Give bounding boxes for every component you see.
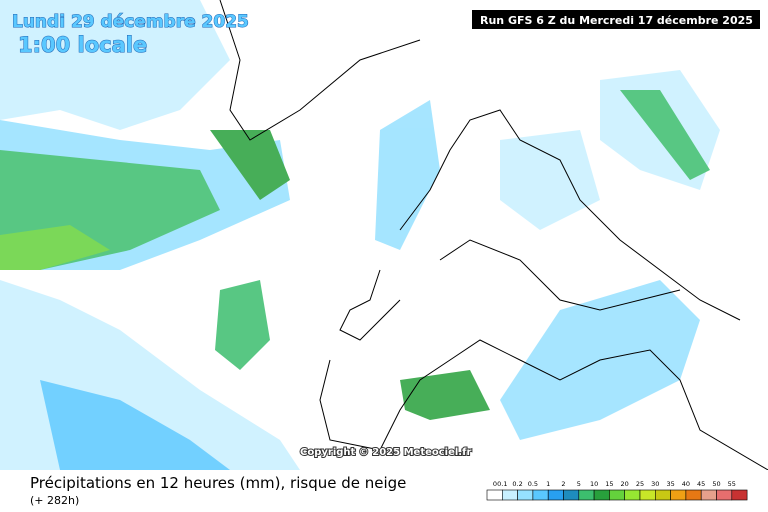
- legend-label: 0.1: [497, 480, 507, 488]
- legend-label: 0.5: [528, 480, 538, 488]
- legend-swatch: [593, 489, 610, 501]
- precip-area: [500, 130, 600, 230]
- border: [439, 239, 681, 311]
- legend-label: 10: [590, 480, 598, 488]
- precip-area: [620, 90, 710, 180]
- legend-label: 50: [712, 480, 720, 488]
- legend-label: 15: [605, 480, 613, 488]
- legend-label: 0: [493, 480, 497, 488]
- precip-area: [215, 280, 270, 370]
- precip-area: [210, 130, 290, 200]
- caption-title: Précipitations en 12 heures (mm), risque…: [30, 474, 406, 492]
- legend-label: 1: [546, 480, 550, 488]
- precip-area: [375, 100, 440, 250]
- coastlines: [219, 0, 768, 471]
- legend-label: 5: [577, 480, 581, 488]
- legend-swatch: [700, 489, 717, 501]
- legend-swatch: [532, 489, 549, 501]
- legend-swatch: [486, 489, 503, 501]
- coastline: [219, 0, 421, 141]
- legend-label: 30: [651, 480, 659, 488]
- legend-swatch: [624, 489, 641, 501]
- legend-swatch: [654, 489, 671, 501]
- legend-label: 45: [697, 480, 705, 488]
- legend-swatch: [578, 489, 595, 501]
- legend-label: 40: [682, 480, 690, 488]
- legend-swatch: [517, 489, 534, 501]
- precip-area: [40, 380, 230, 470]
- legend-swatch: [639, 489, 656, 501]
- legend-swatch: [716, 489, 733, 501]
- precip-area: [0, 225, 110, 270]
- coastline: [339, 269, 401, 341]
- legend-swatch: [547, 489, 564, 501]
- legend-swatch: [501, 489, 518, 501]
- legend: 0 0.1 0.2 0.5 1 2 5 10 15 20 25 30 35 40 45 50 55: [486, 480, 748, 501]
- legend-label: 0.2: [512, 480, 522, 488]
- map-time: 1:00 locale: [18, 33, 147, 57]
- legend-label: 35: [666, 480, 674, 488]
- legend-label: 20: [621, 480, 629, 488]
- map-date: Lundi 29 décembre 2025: [12, 12, 249, 32]
- precip-area: [400, 370, 490, 420]
- map: Lundi 29 décembre 2025 1:00 locale Run G…: [0, 0, 768, 471]
- legend-swatch: [670, 489, 687, 501]
- legend-label: 2: [561, 480, 565, 488]
- legend-label: 25: [636, 480, 644, 488]
- precip-areas: [0, 0, 720, 470]
- legend-swatch: [609, 489, 626, 501]
- caption-lead: (+ 282h): [30, 494, 79, 507]
- legend-swatch: [685, 489, 702, 501]
- run-info: Run GFS 6 Z du Mercredi 17 décembre 2025: [480, 14, 753, 27]
- legend-swatch: [563, 489, 580, 501]
- run-box: [472, 10, 760, 29]
- coastline: [319, 339, 768, 471]
- legend-label: 55: [728, 480, 736, 488]
- precip-area: [0, 0, 230, 130]
- copyright: Copyright © 2025 Meteociel.fr: [300, 447, 471, 458]
- legend-swatch: [731, 489, 748, 501]
- coastline: [399, 109, 741, 321]
